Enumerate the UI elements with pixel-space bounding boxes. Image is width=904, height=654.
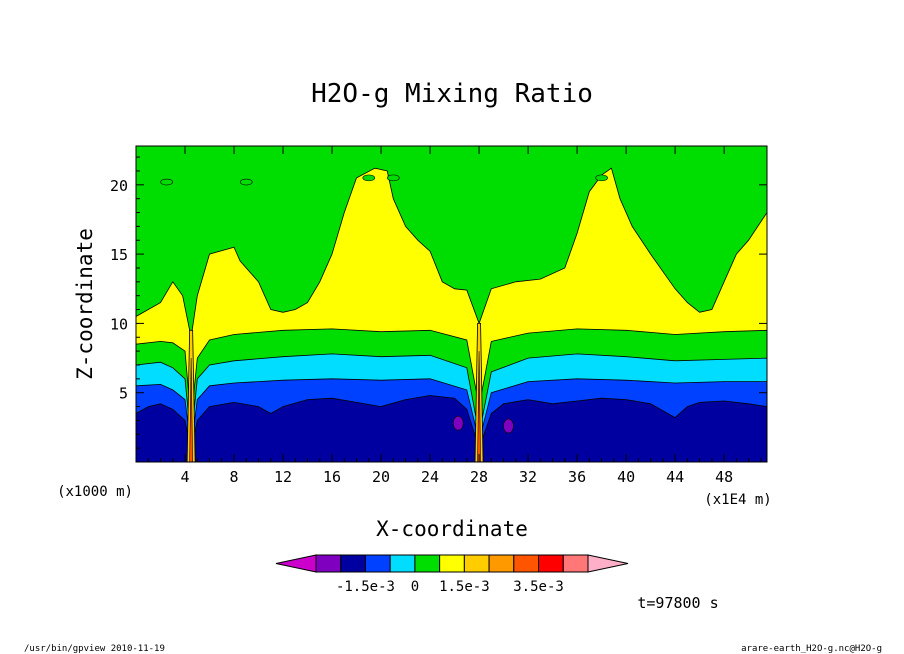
x-axis-label: X-coordinate (376, 517, 528, 541)
x-tick-label: 44 (666, 468, 684, 486)
y-tick-label: 5 (119, 385, 128, 403)
green-patch (387, 174, 400, 182)
colorbar-label: -1.5e-3 (336, 579, 395, 595)
x-tick-label: 16 (323, 468, 341, 486)
x-tick-label: 32 (519, 468, 537, 486)
x-tick-label: 24 (421, 468, 439, 486)
x-axis: 4 8 12 16 20 24 28 32 36 40 44 48 (147, 146, 762, 486)
x-tick-label: 28 (470, 468, 488, 486)
convective-core (477, 351, 481, 462)
colorbar-segment (414, 554, 441, 573)
x-tick-label: 12 (274, 468, 292, 486)
colorbar-segment (562, 554, 589, 573)
colorbar-label: 3.5e-3 (513, 579, 564, 595)
colorbar-segment (439, 554, 465, 573)
colorbar-labels: -1.5e-3 0 1.5e-3 3.5e-3 (336, 579, 564, 595)
y-tick-label: 20 (110, 177, 128, 195)
colorbar-segment (315, 554, 342, 573)
y-tick-label: 10 (110, 315, 128, 333)
plot-frame (135, 145, 768, 463)
x-tick-label: 8 (230, 468, 239, 486)
chart-title: H2O-g Mixing Ratio (311, 79, 593, 109)
colorbar-label: 0 (411, 579, 419, 595)
green-patch (362, 174, 376, 182)
time-label: t=97800 s (637, 594, 718, 612)
footer-left: /usr/bin/gpview 2010-11-19 (24, 644, 165, 654)
y-unit-label: (x1000 m) (57, 484, 133, 500)
plot-area (136, 146, 767, 462)
colorbar-segment (364, 554, 391, 573)
colorbar-segment (463, 554, 490, 573)
top-green-strip (136, 146, 767, 154)
x-unit-label: (x1E4 m) (704, 492, 771, 508)
colorbar-segment (340, 554, 366, 573)
footer-right: arare-earth_H2O-g.nc@H2O-g (741, 644, 882, 654)
colorbar-segment (538, 554, 564, 573)
x-tick-label: 48 (715, 468, 733, 486)
green-patch (160, 178, 173, 186)
y-axis-label: Z-coordinate (73, 228, 97, 380)
green-patch (595, 174, 608, 182)
colorbar (275, 554, 629, 573)
minimum-blob (503, 418, 514, 434)
convective-core (189, 358, 193, 462)
x-tick-label: 20 (372, 468, 390, 486)
green-patch (239, 178, 253, 186)
x-tick-label: 36 (568, 468, 586, 486)
colorbar-segment (488, 554, 515, 573)
minimum-blob (452, 415, 464, 431)
colorbar-segment (389, 554, 416, 573)
colorbar-over (587, 554, 629, 573)
colorbar-under (275, 554, 317, 573)
y-tick-label: 15 (110, 246, 128, 264)
colorbar-label: 1.5e-3 (439, 579, 490, 595)
x-tick-label: 4 (180, 468, 189, 486)
y-axis: 5 10 15 20 (110, 156, 767, 449)
colorbar-segment (513, 554, 540, 573)
x-tick-label: 40 (617, 468, 635, 486)
